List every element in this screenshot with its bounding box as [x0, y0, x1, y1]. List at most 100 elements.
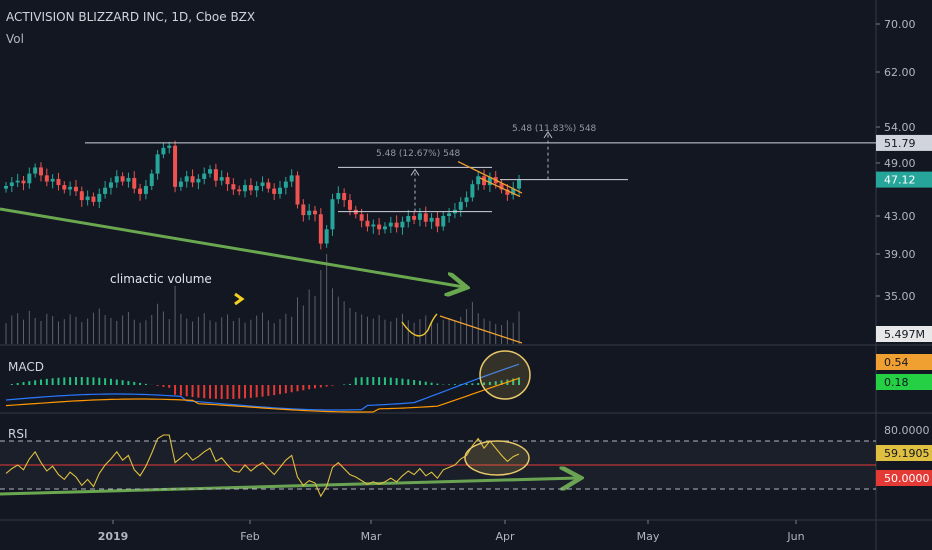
candle-body-53	[312, 210, 317, 215]
candle-body-78	[458, 201, 463, 210]
candle-9	[56, 172, 61, 191]
volume-trendline-orange	[439, 315, 523, 344]
candle-body-41	[243, 185, 248, 192]
candle-body-10	[62, 185, 67, 190]
candle-66	[388, 216, 393, 234]
candle-body-18	[108, 182, 113, 188]
chart-title: ACTIVISION BLIZZARD INC, 1D, Cboe BZX	[6, 10, 256, 24]
badge-last-price-text: 47.12	[884, 174, 916, 187]
candle-80	[470, 180, 475, 202]
badge-macd-signal-text: 0.54	[884, 356, 909, 369]
candle-body-36	[213, 169, 218, 181]
price-tick-label-6: 35.00	[884, 290, 916, 303]
candle-body-46	[272, 188, 277, 194]
badge-volume: 5.497M	[876, 326, 932, 342]
candle-46	[272, 183, 277, 201]
candle-86	[505, 184, 510, 201]
candle-73	[429, 213, 434, 230]
candle-69	[406, 209, 411, 228]
candle-body-85	[499, 183, 504, 190]
candle-body-86	[505, 189, 510, 195]
price-trendline-orange	[457, 160, 523, 194]
candle-56	[330, 193, 335, 236]
candle-37	[219, 170, 224, 186]
candle-25	[149, 169, 154, 190]
badge-macd-hist: 0.18	[876, 374, 932, 390]
candle-body-82	[482, 176, 487, 186]
candle-body-19	[114, 176, 119, 183]
candle-4	[27, 167, 32, 189]
candle-50	[295, 171, 300, 209]
candle-body-35	[208, 169, 213, 174]
price-downtrend-arrow	[0, 207, 464, 287]
candle-1	[9, 177, 14, 193]
badge-resistance: 51.79	[876, 134, 932, 151]
price-tick-label-0: 70.00	[884, 18, 916, 31]
candle-12	[73, 180, 78, 196]
candle-body-66	[388, 222, 393, 227]
candle-body-24	[143, 185, 148, 194]
candle-body-63	[371, 224, 376, 227]
candle-26	[155, 149, 160, 180]
badge-last-price-bg	[876, 171, 932, 188]
candle-body-9	[56, 178, 61, 186]
candle-78	[458, 197, 463, 217]
badge-rsi-50: 50.0000	[876, 470, 932, 486]
candle-body-38	[225, 177, 230, 185]
candle-68	[400, 216, 405, 235]
badge-rsi-value-bg	[876, 445, 932, 461]
candle-body-80	[470, 184, 475, 198]
candle-17	[103, 180, 108, 199]
candle-body-8	[50, 178, 55, 182]
candle-body-29	[173, 145, 178, 187]
candle-body-27	[161, 147, 166, 155]
macd-highlight-circle	[479, 350, 531, 400]
macd-signal-line	[5, 377, 520, 413]
candle-body-23	[138, 188, 143, 194]
candle-16	[97, 188, 102, 208]
candle-21	[126, 172, 131, 188]
candle-30	[178, 177, 183, 191]
badge-last-price: 47.12	[876, 171, 932, 188]
rsi-tick-80: 80.0000	[884, 424, 930, 437]
candle-body-49	[289, 175, 294, 182]
badge-rsi-50-bg	[876, 470, 932, 486]
macd-pane	[5, 350, 531, 413]
candle-body-79	[464, 197, 469, 202]
candle-body-54	[318, 214, 323, 244]
candle-body-45	[266, 182, 271, 189]
candle-body-87	[511, 188, 516, 195]
candle-body-34	[202, 173, 207, 179]
candle-22	[132, 171, 137, 194]
candle-body-11	[68, 186, 73, 190]
badge-resistance-bg	[876, 134, 932, 151]
candle-body-30	[178, 181, 183, 187]
candle-60	[353, 205, 358, 219]
candle-body-71	[417, 213, 422, 220]
candle-52	[307, 203, 312, 221]
candle-85	[499, 179, 504, 194]
price-tick-label-2: 54.00	[884, 121, 916, 134]
candle-body-48	[283, 181, 288, 188]
candle-body-64	[377, 224, 382, 230]
candle-2	[15, 173, 20, 188]
rsi-line	[5, 434, 520, 498]
price-tick-label-3: 49.00	[884, 157, 916, 170]
candle-body-55	[324, 229, 329, 244]
candle-67	[394, 215, 399, 233]
badge-rsi-50-text: 50.0000	[884, 472, 930, 485]
candle-7	[44, 168, 49, 187]
candle-75	[441, 212, 446, 231]
candle-20	[120, 172, 125, 186]
candle-body-58	[342, 193, 347, 201]
candle-5	[33, 163, 38, 178]
candle-11	[68, 181, 73, 196]
candle-body-81	[476, 176, 481, 185]
candle-body-43	[254, 185, 259, 191]
candle-32	[190, 169, 195, 188]
candle-body-69	[406, 216, 411, 222]
candle-51	[301, 199, 306, 222]
volume-bars	[5, 254, 520, 344]
candle-body-17	[103, 187, 108, 194]
